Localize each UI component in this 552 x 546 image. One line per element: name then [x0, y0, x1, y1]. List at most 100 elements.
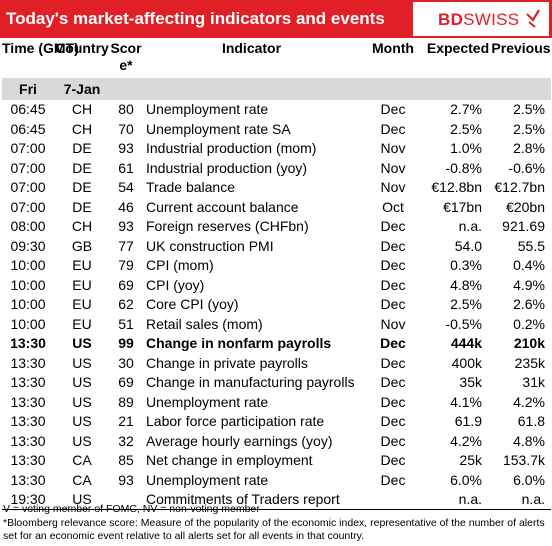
cell-time: 19:30 — [2, 490, 54, 510]
table-row: 19:30 US Commitments of Traders report n.a.… — [2, 490, 551, 510]
cell-time: 06:45 — [10, 120, 46, 137]
cell-indicator: Average hourly earnings (yoy) — [146, 432, 333, 449]
cell-time: 07:00 — [10, 198, 46, 215]
cell-indicator: Net change in employment — [146, 452, 313, 469]
cell-score: 32 — [118, 432, 134, 449]
table-row: 07:00 DE 54 Trade balance Nov €12.8bn €12.7bn — [2, 178, 551, 198]
cell-indicator: Unemployment rate SA — [146, 120, 291, 137]
table-row: 13:30 US 99 Change in nonfarm payrolls Dec 44… — [2, 334, 551, 354]
cell-score: 62 — [118, 296, 134, 313]
footnotes: V = voting member of FOMC, NV = non-voti… — [3, 503, 549, 544]
cell-month: Nov — [380, 140, 406, 157]
cell-month: Dec — [380, 218, 406, 235]
cell-indicator: Industrial production (mom) — [146, 140, 317, 157]
cell-country: EU — [72, 315, 92, 332]
table-row: 08:00 CH 93 Foreign reserves (CHFbn) Dec n.a.… — [2, 217, 551, 237]
cell-country: US — [72, 335, 92, 352]
cell-month: Nov — [380, 179, 406, 196]
cell-score: 93 — [118, 471, 134, 488]
cell-expected: 1.0% — [450, 140, 482, 157]
cell-previous: n.a. — [491, 490, 551, 510]
cell-expected: €17bn — [443, 198, 482, 215]
cell-indicator: Change in private payrolls — [146, 354, 308, 371]
cell-country: US — [72, 393, 92, 410]
logo-arrow-icon — [526, 9, 540, 28]
cell-expected: 35k — [459, 374, 482, 391]
cell-previous: 4.2% — [513, 393, 545, 410]
cell-time: 10:00 — [10, 257, 46, 274]
cell-expected: 2.7% — [450, 101, 482, 118]
cell-indicator: Change in manufacturing payrolls — [146, 374, 355, 391]
cell-country: DE — [72, 198, 92, 215]
cell-previous: 4.9% — [513, 276, 545, 293]
cell-country: US — [72, 354, 92, 371]
cell-time: 09:30 — [10, 237, 46, 254]
cell-indicator: Core CPI (yoy) — [146, 296, 239, 313]
cell-previous: 153.7k — [502, 452, 545, 469]
day-label: Fri — [19, 81, 37, 97]
cell-month: Oct — [382, 198, 404, 215]
cell-previous: €12.7bn — [494, 179, 545, 196]
cell-expected: 2.5% — [450, 296, 482, 313]
cell-indicator: CPI (mom) — [146, 257, 214, 274]
cell-indicator: UK construction PMI — [146, 237, 274, 254]
cell-previous: 0.4% — [513, 257, 545, 274]
cell-country: US — [72, 374, 92, 391]
cell-previous: 921.69 — [502, 218, 545, 235]
cell-country: CH — [71, 218, 93, 235]
cell-month: Nov — [380, 315, 406, 332]
cell-time: 10:00 — [10, 296, 46, 313]
cell-expected: 2.5% — [450, 120, 482, 137]
cell-country: US — [54, 490, 110, 510]
table-row: 13:30 US 30 Change in private payrolls Dec 40… — [2, 354, 551, 374]
cell-previous: 2.8% — [513, 140, 545, 157]
cell-score: 89 — [118, 393, 134, 410]
cell-previous: 4.8% — [513, 432, 545, 449]
cell-previous: 2.6% — [513, 296, 545, 313]
table-row: 07:00 DE 93 Industrial production (mom) Nov 1… — [2, 139, 551, 159]
table-row: 13:30 US 89 Unemployment rate Dec 4.1% 4.2% — [2, 393, 551, 413]
cell-time: 13:30 — [10, 374, 46, 391]
cell-indicator: Current account balance — [146, 198, 299, 215]
table-row: 07:00 DE 61 Industrial production (yoy) Nov -… — [2, 159, 551, 179]
cell-month — [361, 490, 425, 510]
cell-country: EU — [72, 257, 92, 274]
cell-country: US — [72, 413, 92, 430]
cell-country: US — [72, 432, 92, 449]
cell-expected: 54.0 — [454, 237, 482, 254]
cell-time: 10:00 — [10, 276, 46, 293]
cell-score: 69 — [118, 374, 134, 391]
cell-time: 13:30 — [10, 471, 46, 488]
cell-time: 08:00 — [10, 218, 46, 235]
cell-previous: 31k — [522, 374, 545, 391]
cell-month: Dec — [380, 296, 406, 313]
table-row: 13:30 US 69 Change in manufacturing payroll… — [2, 373, 551, 393]
cell-score: 77 — [118, 237, 134, 254]
cell-score: 70 — [118, 120, 134, 137]
cell-previous: 235k — [514, 354, 545, 371]
table-row: 06:45 CH 80 Unemployment rate Dec 2.7% 2.5% — [2, 100, 551, 120]
cell-country: EU — [72, 296, 92, 313]
cell-previous: 2.5% — [513, 120, 545, 137]
cell-time: 13:30 — [10, 452, 46, 469]
cell-expected: 444k — [450, 335, 482, 352]
cell-month: Dec — [380, 432, 406, 449]
cell-time: 13:30 — [10, 354, 46, 371]
cell-time: 07:00 — [10, 159, 46, 176]
cell-month: Dec — [380, 276, 406, 293]
table-row: 13:30 CA 93 Unemployment rate Dec 6.0% 6.0% — [2, 471, 551, 491]
table-row: 09:30 GB 77 UK construction PMI Dec 54.0 55.5 — [2, 237, 551, 257]
cell-expected: -0.8% — [445, 159, 482, 176]
cell-score: 54 — [118, 179, 134, 196]
col-header-indicator: Indicator — [221, 40, 282, 56]
indicators-table: Time (GMT) Country Score* Indicator Mont… — [2, 38, 551, 510]
table-row: 13:30 US 32 Average hourly earnings (yoy) De… — [2, 432, 551, 452]
cell-score: 99 — [118, 335, 134, 352]
cell-country: CH — [71, 120, 93, 137]
cell-previous: 6.0% — [513, 471, 545, 488]
cell-expected: -0.5% — [445, 315, 482, 332]
table-row: 06:45 CH 70 Unemployment rate SA Dec 2.5% 2.5% — [2, 120, 551, 140]
cell-country: DE — [72, 179, 92, 196]
table-row: 10:00 EU 51 Retail sales (mom) Nov -0.5% 0.2% — [2, 315, 551, 335]
cell-month: Nov — [380, 159, 406, 176]
